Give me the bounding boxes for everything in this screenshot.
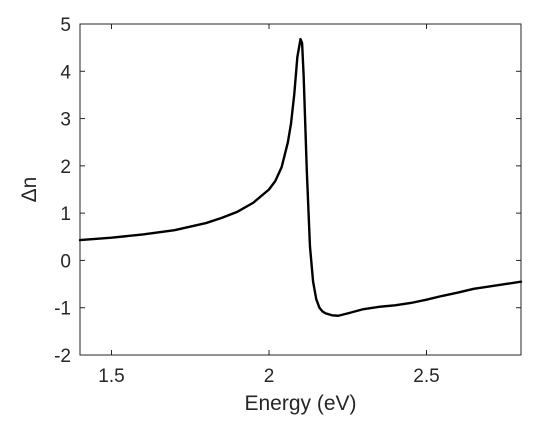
plot-area: 1.5 2 2.5 -2 -1 0 1 2 3 4 5 — [54, 15, 523, 387]
axes-box — [79, 23, 522, 356]
y-tick-label: 5 — [60, 15, 71, 36]
y-tick-label: 4 — [60, 62, 71, 83]
series-line — [78, 37, 523, 317]
y-tick-label: 0 — [60, 251, 71, 272]
y-tick-label: 3 — [60, 110, 71, 131]
x-tick-label: 2.5 — [413, 366, 439, 387]
y-tick-label: 1 — [60, 204, 71, 225]
y-axis-label: Δn — [18, 177, 41, 203]
x-tick-label: 2 — [264, 366, 275, 387]
y-tick-label: -2 — [54, 346, 71, 367]
x-axis-label: Energy (eV) — [244, 392, 356, 415]
x-ticks: 1.5 2 2.5 — [98, 24, 440, 387]
y-ticks: -2 -1 0 1 2 3 4 5 — [54, 15, 521, 367]
x-tick-label: 1.5 — [98, 366, 124, 387]
y-tick-label: -1 — [54, 299, 71, 320]
y-tick-label: 2 — [60, 157, 71, 178]
